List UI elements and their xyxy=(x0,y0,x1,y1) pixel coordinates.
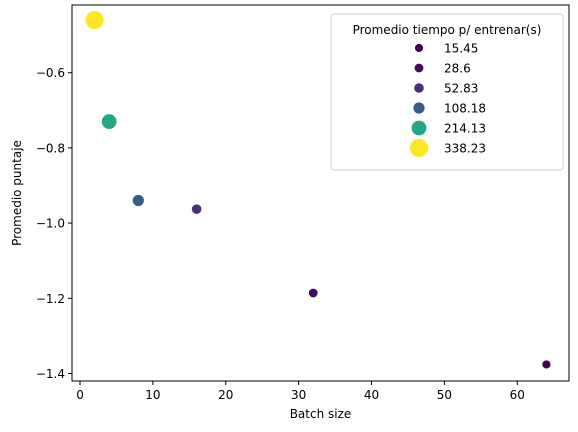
legend-marker xyxy=(413,62,425,74)
legend-marker xyxy=(412,101,426,115)
x-tick-label: 40 xyxy=(364,388,379,402)
y-tick-label: −1.2 xyxy=(36,292,65,306)
data-points xyxy=(84,10,552,370)
legend-label: 52.83 xyxy=(444,82,478,96)
x-tick-label: 30 xyxy=(291,388,306,402)
data-point xyxy=(308,287,319,299)
y-tick-label: −1.0 xyxy=(36,217,65,231)
x-axis-label: Batch size xyxy=(290,407,352,421)
y-tick-label: −1.4 xyxy=(36,367,65,381)
legend-marker xyxy=(409,138,429,158)
x-tick-label: 60 xyxy=(510,388,525,402)
y-axis-label: Promedio puntaje xyxy=(10,140,24,246)
x-tick-label: 20 xyxy=(218,388,233,402)
data-point xyxy=(84,10,105,30)
x-tick-label: 0 xyxy=(76,388,84,402)
y-tick-label: −0.8 xyxy=(36,141,65,155)
x-tick-label: 50 xyxy=(437,388,452,402)
legend-marker xyxy=(414,43,424,53)
x-axis: 0 10 20 30 40 50 60 xyxy=(76,381,525,402)
data-point xyxy=(131,194,145,207)
legend-label: 338.23 xyxy=(444,142,486,156)
legend-label: 214.13 xyxy=(444,122,486,136)
data-point xyxy=(541,359,552,370)
legend-title: Promedio tiempo p/ entrenar(s) xyxy=(353,23,542,37)
legend-label: 108.18 xyxy=(444,102,486,116)
x-tick-label: 10 xyxy=(145,388,160,402)
y-axis: −1.4 −1.2 −1.0 −0.8 −0.6 xyxy=(36,66,72,381)
legend-label: 15.45 xyxy=(444,42,478,56)
data-point xyxy=(191,203,203,215)
plot-frame xyxy=(71,4,570,382)
legend-label: 28.6 xyxy=(444,62,471,76)
y-tick-label: −0.6 xyxy=(36,66,65,80)
legend: Promedio tiempo p/ entrenar(s) 15.45 28.6 5… xyxy=(330,13,564,171)
legend-marker xyxy=(413,82,425,94)
data-point xyxy=(100,113,118,130)
legend-box xyxy=(330,13,564,171)
legend-marker xyxy=(410,119,428,137)
